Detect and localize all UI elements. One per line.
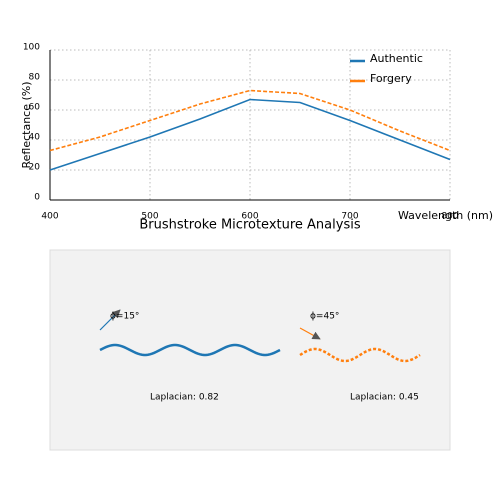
metric-label: Laplacian: 0.45 xyxy=(350,393,419,403)
angle-arrow xyxy=(299,327,321,340)
angle-arrow xyxy=(99,309,121,331)
x-tick-label: 500 xyxy=(141,212,158,222)
y-tick-label: 80 xyxy=(29,73,41,83)
y-tick-label: 20 xyxy=(29,163,41,173)
x-axis-label: Wavelength (nm) xyxy=(398,209,493,222)
x-tick-label: 400 xyxy=(41,212,58,222)
x-tick-label: 700 xyxy=(341,212,358,222)
brushstroke xyxy=(299,347,421,363)
y-tick-label: 60 xyxy=(29,103,41,113)
legend-label: Authentic xyxy=(370,52,423,65)
y-tick-label: 0 xyxy=(34,193,40,203)
angle-label: ϕ=45° xyxy=(310,312,339,322)
angle-label: ϕ=15° xyxy=(110,312,139,322)
series-line xyxy=(49,89,451,152)
series-line xyxy=(49,98,451,171)
metric-label: Laplacian: 0.82 xyxy=(150,393,219,403)
brushstroke xyxy=(99,343,281,357)
x-tick-label: 600 xyxy=(241,212,258,222)
y-tick-label: 100 xyxy=(23,43,40,53)
x-tick-label: 800 xyxy=(441,212,458,222)
y-tick-label: 40 xyxy=(29,133,41,143)
diagram-title: Brushstroke Microtexture Analysis xyxy=(139,218,360,233)
y-axis-label: Reflectance (%) xyxy=(20,81,33,168)
legend-label: Forgery xyxy=(370,72,412,85)
